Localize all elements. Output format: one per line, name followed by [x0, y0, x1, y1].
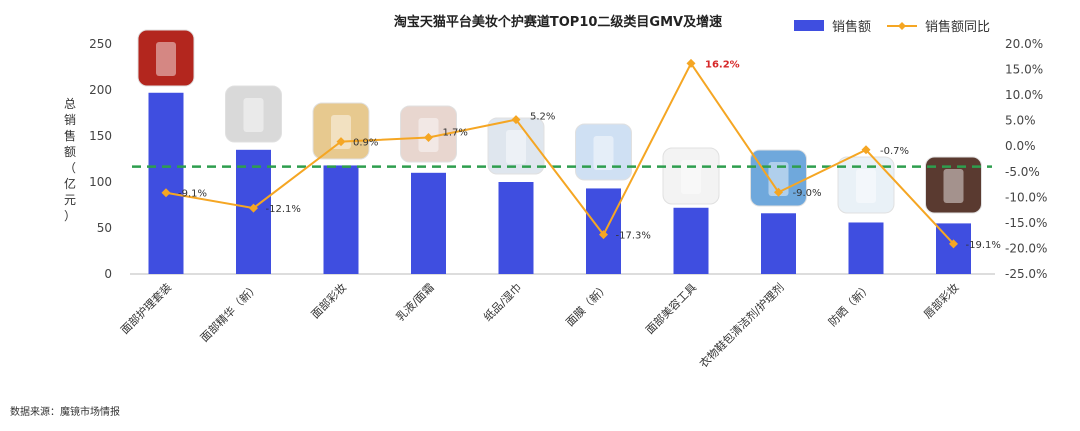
- product-thumbnail: [575, 123, 632, 181]
- yoy-data-label: 16.2%: [705, 59, 740, 70]
- y-right-axis: -25.0% -20.0% -15.0% -10.0% -5.0% 0.0% 5.0% 10.…: [1005, 37, 1047, 281]
- yoy-data-label: -9.1%: [178, 189, 207, 200]
- thumbnail-frame: [225, 85, 282, 143]
- thumbnail-product-shape: [681, 160, 701, 194]
- legend-label-yoy: 销售额同比: [925, 19, 990, 35]
- y-right-tick: 5.0%: [1005, 114, 1036, 128]
- yoy-point: [249, 203, 258, 213]
- y-left-tick: 50: [97, 221, 112, 235]
- thumbnail-product-shape: [856, 169, 876, 203]
- legend-line-marker: [898, 22, 906, 30]
- bar: [498, 182, 534, 274]
- category-label: 面部精华（新）: [197, 280, 261, 344]
- bar: [673, 207, 709, 274]
- thumbnail-product-shape: [943, 169, 964, 203]
- y-left-axis: 0 50 100 150 200 250: [89, 37, 112, 281]
- y-left-label-text: 总销售额（亿元）: [64, 97, 76, 223]
- thumbnail-frame: [137, 29, 195, 87]
- y-right-tick: -20.0%: [1005, 241, 1047, 255]
- product-thumbnail: [662, 147, 720, 205]
- y-right-tick: -15.0%: [1005, 216, 1047, 230]
- category-label: 面部护理套装: [118, 280, 175, 337]
- yoy-data-label: -12.1%: [266, 204, 301, 215]
- product-thumbnail: [225, 85, 282, 143]
- category-label: 乳液/面霜: [393, 280, 437, 324]
- product-thumbnails: [137, 29, 982, 214]
- y-right-tick: 0.0%: [1005, 139, 1036, 153]
- legend: 销售额 销售额同比: [794, 19, 990, 35]
- y-left-tick: 0: [104, 267, 112, 281]
- yoy-data-label: -9.0%: [793, 188, 822, 199]
- bar: [323, 165, 359, 274]
- data-labels: -9.1% -12.1% 0.9% 1.7% 5.2% -17.3% 16.2% -9.0% -…: [178, 59, 1001, 250]
- thumbnail-frame: [312, 102, 370, 160]
- legend-bar-swatch: [794, 20, 824, 31]
- product-thumbnail: [487, 117, 545, 175]
- product-thumbnail: [837, 156, 895, 214]
- yoy-point: [861, 145, 871, 155]
- thumbnail-product-shape: [593, 136, 614, 170]
- y-right-tick: -25.0%: [1005, 267, 1047, 281]
- yoy-data-label: -0.7%: [880, 146, 909, 157]
- yoy-line: [165, 61, 955, 245]
- yoy-point: [511, 115, 521, 125]
- category-label: 面膜（新）: [563, 280, 612, 329]
- yoy-point: [599, 230, 608, 240]
- yoy-data-label: -17.3%: [616, 231, 651, 242]
- y-left-tick: 150: [89, 129, 112, 143]
- y-right-tick: -5.0%: [1005, 165, 1040, 179]
- category-labels: 面部护理套装 面部精华（新） 面部彩妆 乳液/面霜 纸品/湿巾 面膜（新） 面部美容工具衣物…: [118, 280, 962, 370]
- thumbnail-product-shape: [156, 42, 176, 76]
- y-left-tick: 100: [89, 175, 112, 189]
- bar: [761, 213, 796, 274]
- y-right-tick: 10.0%: [1005, 88, 1043, 102]
- product-thumbnail: [925, 156, 982, 214]
- thumbnail-product-shape: [243, 98, 264, 132]
- y-right-tick: 15.0%: [1005, 63, 1043, 77]
- category-label: 唇部彩妆: [921, 280, 962, 321]
- thumbnail-frame: [662, 147, 720, 205]
- thumbnail-product-shape: [768, 162, 789, 196]
- thumbnail-product-shape: [506, 130, 526, 164]
- yoy-point: [424, 133, 433, 143]
- yoy-data-label: 1.7%: [443, 128, 468, 139]
- category-label: 面部美容工具: [643, 280, 700, 337]
- category-label: 面部彩妆: [308, 280, 349, 321]
- bar: [148, 92, 184, 274]
- yoy-data-label: -19.1%: [966, 240, 1001, 251]
- yoy-point: [774, 187, 783, 197]
- category-label: 衣物鞋包清洁剂/护理剂: [696, 280, 786, 370]
- yoy-line-series: [161, 58, 958, 249]
- legend-label-sales: 销售额: [832, 19, 871, 35]
- yoy-point: [686, 58, 696, 68]
- yoy-point: [161, 188, 171, 198]
- yoy-point: [949, 239, 958, 249]
- bars: [148, 92, 971, 274]
- y-right-tick: 20.0%: [1005, 37, 1043, 51]
- thumbnail-frame: [925, 156, 982, 214]
- thumbnail-frame: [837, 156, 895, 214]
- y-left-axis-label: 总销售额（亿元）: [64, 97, 76, 223]
- product-thumbnail: [312, 102, 370, 160]
- source-note: 数据来源：魔镜市场情报: [10, 407, 120, 418]
- product-thumbnail: [750, 149, 807, 207]
- y-left-tick: 250: [89, 37, 112, 51]
- bar: [411, 172, 446, 274]
- category-label: 纸品/湿巾: [480, 280, 524, 324]
- yoy-point: [336, 137, 346, 147]
- yoy-data-label: 5.2%: [530, 112, 555, 123]
- chart-title: 淘宝天猫平台美妆个护赛道TOP10二级类目GMV及增速: [394, 14, 722, 30]
- category-label: 防晒（新）: [825, 280, 874, 329]
- product-thumbnail: [137, 29, 195, 87]
- yoy-data-label: 0.9%: [353, 138, 378, 149]
- y-right-tick: -10.0%: [1005, 190, 1047, 204]
- bar: [848, 222, 884, 274]
- y-left-tick: 200: [89, 83, 112, 97]
